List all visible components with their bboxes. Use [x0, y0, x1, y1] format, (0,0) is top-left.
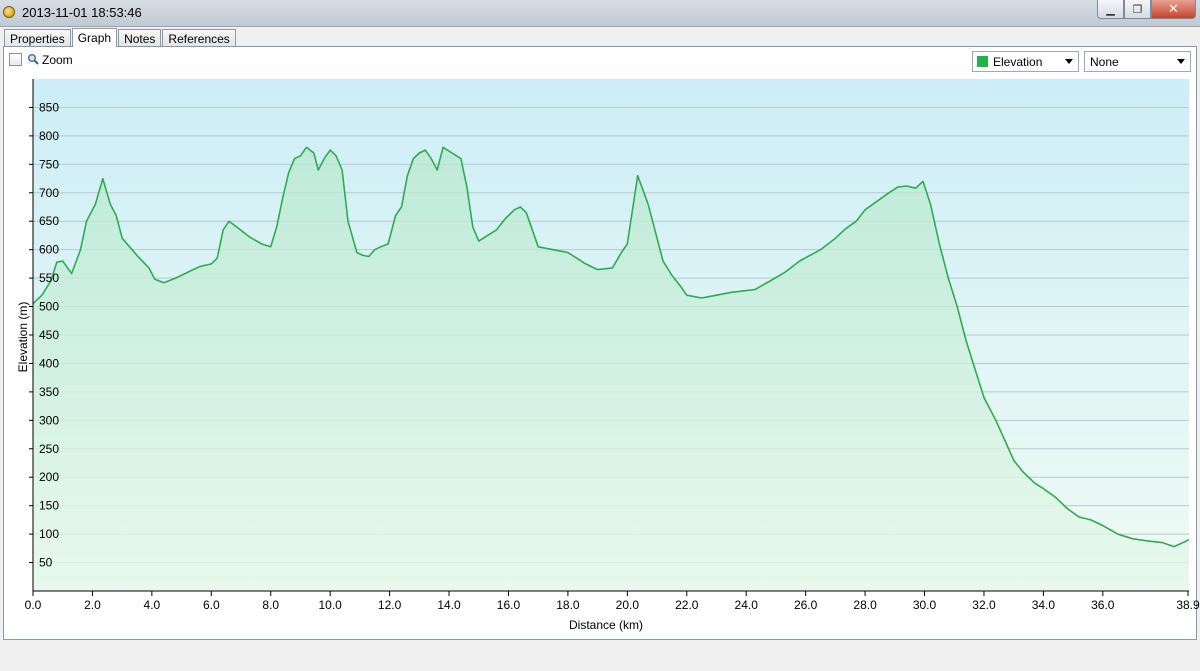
y-tick-label: 50 [39, 556, 53, 570]
x-tick-label: 34.0 [1032, 598, 1056, 612]
elevation-area [33, 147, 1189, 592]
tab-strip: Properties Graph Notes References [4, 28, 237, 47]
secondary-select[interactable]: None [1084, 51, 1191, 72]
x-tick-label: 2.0 [84, 598, 101, 612]
y-tick-label: 700 [39, 186, 59, 200]
chevron-down-icon [1065, 59, 1073, 64]
maximize-button[interactable]: ❐ [1124, 0, 1151, 19]
y-axis-title: Elevation (m) [16, 302, 30, 373]
x-axis-title: Distance (km) [569, 618, 643, 632]
magnifier-icon [28, 54, 39, 65]
y-tick-label: 850 [39, 100, 59, 114]
y-tick-label: 250 [39, 442, 59, 456]
close-button[interactable]: ✕ [1151, 0, 1196, 19]
y-tick-label: 450 [39, 328, 59, 342]
secondary-select-value: None [1090, 54, 1119, 69]
y-tick-label: 750 [39, 157, 59, 171]
y-tick-label: 650 [39, 214, 59, 228]
x-tick-label: 14.0 [437, 598, 461, 612]
title-bar: 2013-11-01 18:53:46 ▁ ❐ ✕ [0, 0, 1200, 27]
zoom-checkbox[interactable] [9, 53, 22, 66]
y-tick-label: 500 [39, 300, 59, 314]
window-controls: ▁ ❐ ✕ [1097, 0, 1196, 20]
y-tick-label: 550 [39, 271, 59, 285]
x-tick-label: 16.0 [497, 598, 521, 612]
x-tick-label: 0.0 [25, 598, 42, 612]
tab-graph[interactable]: Graph [71, 28, 118, 47]
y-tick-label: 300 [39, 413, 59, 427]
x-tick-label: 32.0 [972, 598, 996, 612]
tab-notes[interactable]: Notes [118, 29, 162, 47]
x-tick-label: 12.0 [378, 598, 402, 612]
tab-references[interactable]: References [162, 29, 236, 47]
y-tick-label: 600 [39, 243, 59, 257]
app-globe-icon [3, 6, 15, 18]
x-tick-label: 28.0 [853, 598, 877, 612]
elevation-line [32, 146, 1190, 548]
x-tick-label: 24.0 [735, 598, 759, 612]
series-color-swatch [977, 56, 988, 67]
status-area [0, 641, 1200, 671]
y-tick-label: 200 [39, 470, 59, 484]
x-tick-label: 6.0 [203, 598, 220, 612]
y-tick-label: 350 [39, 385, 59, 399]
x-tick-label: 30.0 [913, 598, 937, 612]
zoom-label: Zoom [42, 53, 73, 67]
x-tick-label: 22.0 [675, 598, 699, 612]
x-tick-label: 4.0 [144, 598, 161, 612]
chevron-down-icon [1177, 59, 1185, 64]
x-tick-label: 38.9 [1176, 598, 1200, 612]
series-select[interactable]: Elevation [972, 51, 1079, 72]
y-tick-label: 800 [39, 129, 59, 143]
y-tick-label: 100 [39, 527, 59, 541]
tab-properties[interactable]: Properties [4, 29, 71, 47]
y-tick-label: 400 [39, 356, 59, 370]
series-select-value: Elevation [993, 54, 1043, 69]
x-tick-label: 8.0 [262, 598, 279, 612]
x-tick-label: 18.0 [556, 598, 580, 612]
y-tick-label: 150 [39, 499, 59, 513]
minimize-button[interactable]: ▁ [1097, 0, 1124, 19]
x-tick-label: 36.0 [1091, 598, 1115, 612]
x-tick-label: 20.0 [616, 598, 640, 612]
x-tick-label: 10.0 [318, 598, 342, 612]
window-title: 2013-11-01 18:53:46 [22, 5, 142, 20]
x-tick-label: 26.0 [794, 598, 818, 612]
